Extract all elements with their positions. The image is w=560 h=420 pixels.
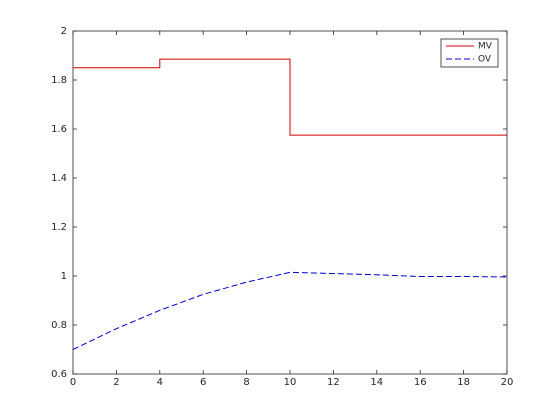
y-tick-label: 0.6 [51,369,67,380]
legend-label: OV [478,55,492,65]
x-tick-label: 6 [200,377,206,388]
y-tick-label: 1.4 [51,173,67,184]
y-tick-label: 0.8 [51,320,67,331]
legend-box [440,38,499,68]
data-line [73,58,507,136]
x-tick-label: 2 [113,377,119,388]
y-tick-label: 1.6 [51,124,67,135]
x-tick-label: 8 [243,377,249,388]
x-tick-label: 10 [284,377,297,388]
y-tick-label: 2 [61,26,67,37]
x-tick-label: 16 [414,377,427,388]
x-tick-label: 14 [370,377,383,388]
y-tick-label: 1 [61,271,67,282]
x-tick-label: 0 [70,377,76,388]
legend-label: MV [478,42,493,52]
x-tick-label: 4 [157,377,163,388]
y-tick-label: 1.2 [51,222,67,233]
x-tick-label: 12 [327,377,340,388]
x-tick-label: 20 [501,377,514,388]
x-tick-label: 18 [457,377,470,388]
y-tick-label: 1.8 [51,75,67,86]
